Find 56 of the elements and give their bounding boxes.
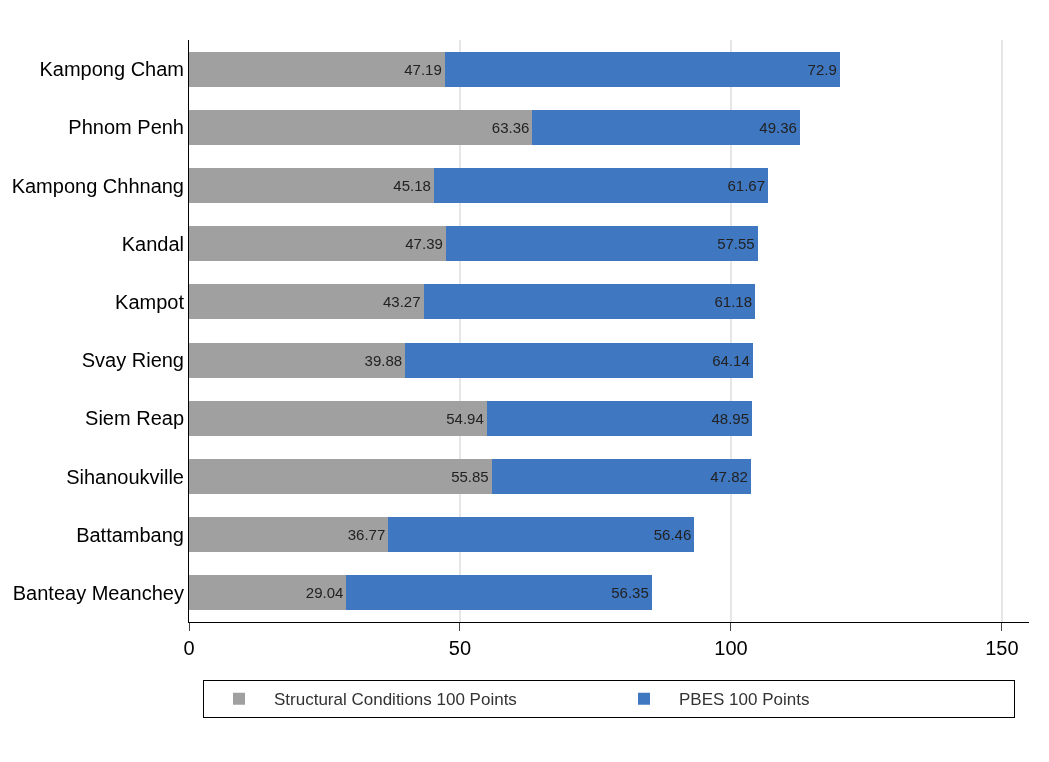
x-tick-label: 150: [985, 637, 1019, 659]
y-tick-label: Svay Rieng: [81, 349, 184, 372]
y-tick-label: Kandal: [121, 232, 184, 255]
data-label: 72.9: [807, 60, 837, 78]
data-label: 49.36: [759, 118, 797, 136]
data-label: 55.85: [451, 468, 489, 485]
bar: [189, 226, 446, 262]
data-label: 56.46: [653, 526, 692, 544]
y-tick-label: Banteay Meanchey: [12, 581, 184, 604]
bar: [433, 168, 769, 203]
data-label: 36.77: [347, 526, 386, 544]
data-label: 63.36: [491, 118, 530, 136]
x-tick-label: 100: [714, 637, 748, 659]
bar: [388, 517, 695, 553]
data-label: 64.14: [712, 351, 750, 369]
y-tick-label: Battambang: [76, 523, 184, 546]
bar: [189, 342, 406, 378]
legend-label: Structural Conditions 100 Points: [274, 690, 517, 710]
data-label: 48.95: [711, 409, 750, 427]
y-tick-label: Sihanoukville: [66, 465, 184, 488]
data-label: 43.27: [382, 293, 421, 311]
bar: [532, 109, 800, 145]
bar: [346, 575, 652, 611]
data-label: 56.35: [611, 584, 649, 602]
bar: [189, 400, 487, 436]
bar: [189, 517, 389, 553]
legend-label: PBES 100 Points: [679, 690, 810, 710]
bar: [189, 575, 347, 611]
x-tick-label: 50: [448, 637, 472, 659]
bar: [444, 51, 840, 87]
data-label: 61.18: [714, 293, 753, 311]
data-label: 47.82: [710, 468, 748, 485]
bar: [189, 109, 533, 145]
y-tick-label: Kampot: [115, 290, 185, 313]
data-label: 45.18: [393, 177, 431, 194]
bar: [405, 342, 753, 378]
bar: [189, 284, 424, 320]
bar: [486, 400, 753, 436]
data-label: 54.94: [446, 409, 484, 427]
x-tick-label: 0: [183, 637, 195, 659]
data-label: 47.19: [404, 60, 442, 78]
data-label: 57.55: [717, 235, 755, 253]
data-label: 47.39: [405, 235, 443, 253]
y-tick-label: Siem Reap: [85, 407, 184, 430]
bar: [445, 226, 758, 262]
bar: [189, 459, 492, 494]
y-tick-label: Kampong Cham: [39, 58, 184, 81]
data-label: 61.67: [727, 177, 766, 194]
bar: [189, 51, 445, 87]
bar: [423, 284, 756, 320]
data-label: 29.04: [305, 584, 344, 602]
bar: [189, 168, 434, 203]
bar: [491, 459, 751, 494]
data-label: 39.88: [364, 351, 403, 369]
y-tick-label: Kampong Chhnang: [11, 174, 184, 197]
y-tick-label: Phnom Penh: [68, 116, 184, 139]
